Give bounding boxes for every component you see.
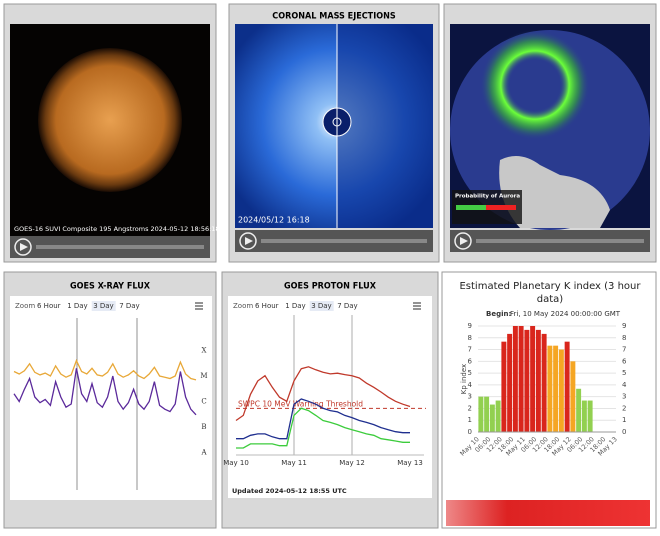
aurora-oval <box>480 30 590 140</box>
zoom-label: Zoom <box>15 302 35 310</box>
menu-icon <box>195 302 203 310</box>
bar <box>541 333 547 432</box>
x-tick-label: May 12 <box>339 459 365 467</box>
bar <box>507 333 513 432</box>
bar <box>535 329 541 432</box>
zoom-button[interactable]: 6 Hour <box>255 302 279 310</box>
bar <box>512 326 518 432</box>
zoom-button[interactable]: 7 Day <box>119 302 140 310</box>
zoom-button[interactable]: 6 Hour <box>37 302 61 310</box>
chart-title: Estimated Planetary K index (3 hour data… <box>459 281 641 305</box>
y-tick-label: 8 <box>468 334 472 342</box>
zoom-button[interactable]: 3 Day <box>93 302 114 310</box>
menu-icon <box>413 302 421 310</box>
x-tick-label: May 13 <box>397 459 423 467</box>
bar <box>581 400 587 432</box>
y-tick-label-right: 1 <box>622 416 626 424</box>
zoom-button[interactable]: 3 Day <box>311 302 332 310</box>
bar <box>489 404 495 432</box>
land <box>499 156 610 228</box>
panel-title: CORONAL MASS EJECTIONS <box>272 12 396 22</box>
bar <box>501 341 507 432</box>
y-tick-label: 4 <box>468 381 473 389</box>
bar <box>570 361 576 432</box>
y-tick-label: X <box>202 347 207 355</box>
caption: 2024/05/12 16:18 <box>238 216 310 225</box>
y-tick-label-right: 3 <box>622 393 626 401</box>
bar <box>484 396 490 432</box>
bar <box>553 345 559 432</box>
series-line <box>236 407 410 449</box>
y-tick-label-right: 7 <box>622 346 626 354</box>
player-controls <box>10 230 650 258</box>
zoom-button[interactable]: 1 Day <box>67 302 88 310</box>
zoom-label: Zoom <box>233 302 253 310</box>
cme-half <box>337 24 433 228</box>
legend-scale <box>486 205 516 210</box>
zoom-button[interactable]: 7 Day <box>337 302 358 310</box>
bar <box>558 349 564 432</box>
series-line <box>13 358 197 381</box>
y-tick-label: 3 <box>468 393 472 401</box>
bar <box>564 341 570 432</box>
zoom-button[interactable]: 1 Day <box>285 302 306 310</box>
y-tick-label: 2 <box>468 404 472 412</box>
y-tick-label: 1 <box>468 416 472 424</box>
series-line <box>236 398 410 440</box>
bar <box>524 329 530 432</box>
y-tick-label: 5 <box>468 369 472 377</box>
y-tick-label: 7 <box>468 346 472 354</box>
x-tick-label: May 11 <box>281 459 307 467</box>
series-line <box>13 368 197 416</box>
bar <box>530 326 536 432</box>
chart-area <box>228 296 432 498</box>
y-tick-label: B <box>201 423 206 431</box>
y-tick-label-right: 6 <box>622 357 627 365</box>
y-tick-label-right: 5 <box>622 369 626 377</box>
y-tick-label-right: 4 <box>622 381 627 389</box>
y-tick-label: 6 <box>468 357 473 365</box>
caption: GOES-16 SUVI Composite 195 Angstroms 202… <box>14 225 220 233</box>
x-tick-label: May 10 <box>223 459 249 467</box>
chart-area <box>10 296 212 500</box>
image-strip <box>446 500 650 526</box>
bar <box>495 400 501 432</box>
y-tick-label: A <box>200 449 207 457</box>
subtitle-label: Begin: <box>486 310 511 318</box>
threshold-label: SWPC 10 MeV Warning Threshold <box>238 399 363 408</box>
bar <box>478 396 484 432</box>
chart-title: GOES X-RAY FLUX <box>70 282 151 292</box>
y-axis-label: Kp index <box>460 364 468 394</box>
bar <box>518 326 524 432</box>
bar <box>587 400 593 432</box>
subtitle: Fri, 10 May 2024 00:00:00 GMT <box>510 310 621 318</box>
bar <box>547 345 553 432</box>
zoom-selected <box>309 301 334 311</box>
zoom-selected <box>91 301 116 311</box>
bar <box>576 388 582 432</box>
y-tick-label: 0 <box>468 428 472 436</box>
legend-title: Probability of Aurora <box>455 194 520 200</box>
y-tick-label-right: 2 <box>622 404 626 412</box>
y-tick-label-right: 0 <box>622 428 626 436</box>
series-line <box>235 366 411 422</box>
y-tick-label: M <box>200 372 207 380</box>
y-tick-label: 9 <box>468 322 472 330</box>
chart-title: GOES PROTON FLUX <box>284 282 377 292</box>
footnote: Updated 2024-05-12 18:55 UTC <box>232 487 347 495</box>
y-tick-label-right: 9 <box>622 322 626 330</box>
y-tick-label-right: 8 <box>622 334 626 342</box>
sun-disk <box>38 48 182 192</box>
y-tick-label: C <box>201 398 206 406</box>
